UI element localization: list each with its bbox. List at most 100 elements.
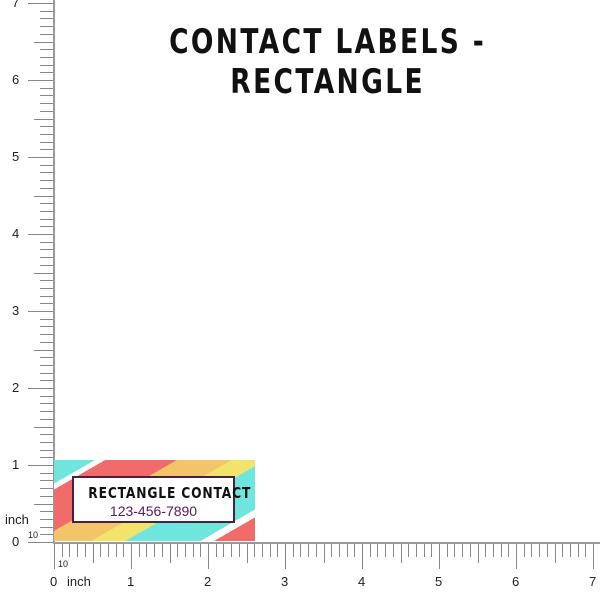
vertical-tick xyxy=(40,534,54,536)
horizontal-ruler-axis xyxy=(53,542,600,544)
vertical-tick xyxy=(40,87,54,89)
vertical-tick xyxy=(40,10,54,12)
horizontal-tick xyxy=(477,543,479,563)
vertical-tick xyxy=(40,241,54,243)
horizontal-tick xyxy=(285,543,286,569)
vertical-tick xyxy=(40,295,54,297)
vertical-tick-label: 1 xyxy=(12,457,20,472)
horizontal-tick xyxy=(462,543,464,557)
horizontal-tick xyxy=(238,543,240,557)
horizontal-tick-label: 7 xyxy=(589,574,597,589)
vertical-tick xyxy=(40,56,54,58)
horizontal-tick xyxy=(539,543,541,557)
vertical-tick xyxy=(40,180,54,182)
vertical-tick xyxy=(40,64,54,66)
horizontal-tick xyxy=(492,543,494,557)
vertical-tick-label: 3 xyxy=(12,303,20,318)
horizontal-tick xyxy=(338,543,340,557)
vertical-tick xyxy=(40,95,54,97)
vertical-tick xyxy=(34,503,54,505)
horizontal-tick xyxy=(400,543,402,563)
horizontal-tick xyxy=(485,543,487,557)
horizontal-tick xyxy=(369,543,371,557)
vertical-tick xyxy=(40,110,54,112)
vertical-tick xyxy=(40,411,54,413)
horizontal-tick xyxy=(254,543,256,557)
horizontal-tick xyxy=(208,543,209,569)
horizontal-tick xyxy=(469,543,471,557)
horizontal-tick xyxy=(523,543,525,557)
vertical-tick xyxy=(28,234,54,235)
horizontal-tick-label: 1 xyxy=(127,574,135,589)
horizontal-tick xyxy=(146,543,148,557)
horizontal-tick xyxy=(292,543,294,557)
horizontal-tick xyxy=(92,543,94,563)
horizontal-tick xyxy=(446,543,448,557)
horizontal-tick xyxy=(269,543,271,557)
vertical-tick xyxy=(40,210,54,212)
horizontal-tick-label: 6 xyxy=(512,574,520,589)
vertical-tick xyxy=(40,33,54,35)
horizontal-tick xyxy=(161,543,163,557)
horizontal-tick xyxy=(69,543,71,557)
vertical-tick xyxy=(40,441,54,443)
horizontal-tick xyxy=(323,543,325,563)
vertical-tick xyxy=(40,264,54,266)
horizontal-tick xyxy=(385,543,387,557)
vertical-tick xyxy=(40,249,54,251)
horizontal-tick xyxy=(100,543,102,557)
vertical-tick xyxy=(40,226,54,228)
vertical-tick xyxy=(40,141,54,143)
vertical-tick xyxy=(40,103,54,105)
horizontal-tick xyxy=(192,543,194,557)
label-name: RECTANGLE CONTACT xyxy=(88,484,252,502)
vertical-tick xyxy=(40,334,54,336)
vertical-tick xyxy=(28,3,54,4)
vertical-subdivision-label: 10 xyxy=(28,530,39,540)
vertical-tick xyxy=(40,257,54,259)
vertical-tick xyxy=(28,542,54,543)
horizontal-tick xyxy=(300,543,302,557)
vertical-tick xyxy=(40,326,54,328)
horizontal-tick xyxy=(500,543,502,557)
vertical-tick xyxy=(34,426,54,428)
horizontal-tick xyxy=(331,543,333,557)
vertical-tick xyxy=(28,465,54,466)
vertical-tick xyxy=(40,434,54,436)
vertical-tick xyxy=(40,187,54,189)
vertical-tick xyxy=(40,26,54,28)
horizontal-tick xyxy=(562,543,564,557)
horizontal-tick xyxy=(423,543,425,557)
horizontal-tick-label: 5 xyxy=(435,574,443,589)
horizontal-unit-label: inch xyxy=(67,574,91,589)
horizontal-tick xyxy=(439,543,440,569)
horizontal-tick xyxy=(377,543,379,557)
horizontal-tick xyxy=(346,543,348,557)
horizontal-tick xyxy=(169,543,171,563)
horizontal-tick-label: 0 xyxy=(50,574,58,589)
vertical-tick xyxy=(40,395,54,397)
horizontal-tick xyxy=(261,543,263,557)
horizontal-tick xyxy=(354,543,356,557)
horizontal-tick xyxy=(554,543,556,563)
horizontal-tick xyxy=(362,543,363,569)
vertical-tick xyxy=(40,203,54,205)
vertical-tick-label: 5 xyxy=(12,149,20,164)
vertical-tick xyxy=(40,18,54,20)
vertical-tick xyxy=(40,164,54,166)
horizontal-tick-label: 2 xyxy=(204,574,212,589)
vertical-tick xyxy=(40,495,54,497)
horizontal-tick xyxy=(61,543,63,557)
vertical-tick xyxy=(34,272,54,274)
vertical-tick xyxy=(40,49,54,51)
vertical-tick xyxy=(40,518,54,520)
vertical-tick xyxy=(40,287,54,289)
vertical-tick xyxy=(40,280,54,282)
vertical-tick xyxy=(40,403,54,405)
vertical-tick xyxy=(40,133,54,135)
vertical-tick xyxy=(40,372,54,374)
contact-label-preview[interactable]: RECTANGLE CONTACT 123-456-7890 xyxy=(54,460,255,541)
horizontal-tick-label: 4 xyxy=(358,574,366,589)
horizontal-tick xyxy=(431,543,433,557)
horizontal-tick xyxy=(408,543,410,557)
